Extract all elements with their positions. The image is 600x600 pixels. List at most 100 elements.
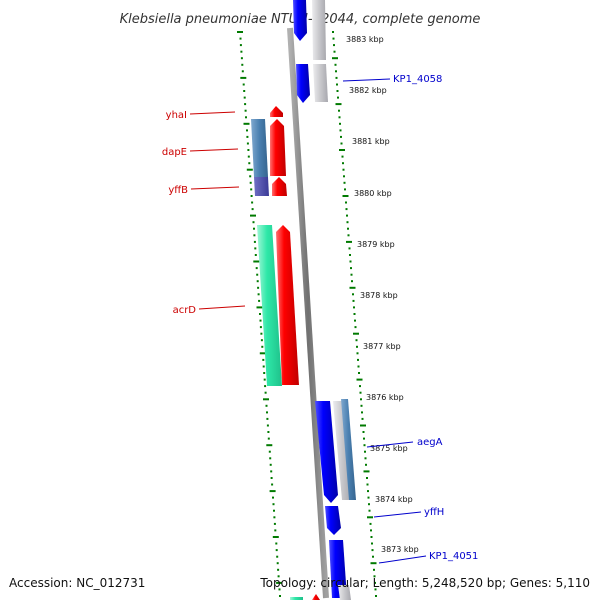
minor-tick: [263, 378, 266, 381]
minor-tick: [273, 522, 276, 525]
minor-tick: [249, 181, 252, 184]
kbp-label: 3880 kbp: [354, 189, 392, 198]
minor-tick: [267, 437, 270, 440]
minor-tick: [345, 208, 348, 211]
minor-tick: [252, 221, 255, 224]
gene-feature-yffB: [272, 177, 287, 196]
minor-tick: [244, 103, 247, 106]
minor-tick: [249, 175, 252, 178]
minor-tick: [266, 424, 269, 427]
major-tick: [237, 31, 243, 33]
minor-tick: [246, 129, 248, 132]
major-tick: [363, 470, 370, 473]
minor-tick: [267, 431, 270, 433]
minor-tick: [352, 299, 355, 302]
minor-tick: [244, 109, 247, 112]
minor-tick: [260, 339, 263, 342]
major-tick: [346, 240, 352, 243]
minor-tick: [370, 536, 373, 538]
kbp-label: 3881 kbp: [352, 137, 390, 146]
minor-tick: [363, 444, 366, 447]
major-tick: [335, 103, 342, 106]
minor-tick: [335, 76, 338, 79]
gene-label-yffH: yffH: [424, 507, 444, 518]
minor-tick: [241, 63, 244, 66]
minor-tick: [373, 568, 375, 571]
minor-tick: [375, 595, 377, 597]
major-tick: [246, 168, 253, 171]
minor-tick: [265, 404, 268, 407]
minor-tick: [356, 352, 359, 355]
major-tick: [240, 76, 247, 79]
minor-tick: [253, 240, 256, 243]
minor-tick: [366, 483, 369, 486]
kbp-label: 3879 kbp: [357, 240, 395, 249]
minor-tick: [275, 549, 278, 552]
minor-tick: [243, 90, 246, 92]
gene-feature-KP1_4051: [329, 540, 347, 598]
gene-feature-yhaI: [270, 106, 283, 117]
minor-tick: [362, 431, 365, 433]
minor-tick: [356, 345, 358, 348]
minor-tick: [335, 70, 337, 73]
gray-track-block-top: [312, 0, 326, 60]
minor-tick: [270, 477, 273, 479]
minor-tick: [360, 398, 362, 401]
minor-tick: [240, 57, 243, 60]
steelblue-track-block-aeg: [341, 399, 356, 500]
minor-tick: [242, 83, 245, 86]
minor-tick: [263, 372, 266, 374]
major-tick: [342, 195, 349, 197]
minor-tick: [367, 490, 369, 493]
minor-tick: [273, 509, 275, 512]
minor-tick: [372, 555, 374, 558]
major-tick: [276, 581, 283, 584]
kbp-label: 3878 kbp: [360, 291, 398, 300]
gene-label-yhaI: yhaI: [166, 110, 187, 121]
minor-tick: [343, 181, 346, 184]
minor-tick: [366, 477, 368, 479]
minor-tick: [374, 581, 376, 584]
minor-tick: [255, 267, 258, 270]
minor-tick: [339, 129, 342, 132]
cyan-track-stub: [290, 597, 303, 600]
minor-tick: [266, 417, 269, 420]
minor-tick: [350, 273, 353, 276]
minor-tick: [246, 135, 249, 138]
minor-tick: [277, 568, 280, 571]
minor-tick: [338, 116, 341, 119]
minor-tick: [271, 483, 274, 486]
gene-feature-aegA: [315, 401, 338, 503]
minor-tick: [346, 214, 348, 217]
gene-feature-acrD: [276, 225, 299, 385]
minor-tick: [278, 588, 281, 591]
major-tick: [367, 516, 373, 519]
minor-tick: [256, 273, 259, 276]
minor-tick: [357, 358, 359, 361]
major-tick: [360, 424, 366, 427]
major-tick: [339, 149, 345, 151]
minor-tick: [361, 417, 364, 420]
minor-tick: [257, 286, 260, 289]
minor-tick: [336, 83, 338, 86]
genome-backbone: [287, 27, 329, 599]
minor-tick: [254, 254, 257, 256]
kbp-label: 3876 kbp: [366, 393, 404, 402]
minor-tick: [258, 299, 261, 302]
major-tick: [272, 536, 279, 538]
cyan-track-block: [257, 225, 282, 386]
minor-tick: [262, 358, 265, 361]
forward-strand-features: [251, 106, 320, 600]
minor-tick: [352, 293, 354, 296]
minor-tick: [359, 391, 362, 394]
minor-tick: [346, 221, 349, 224]
major-tick: [253, 260, 260, 263]
kbp-label: 3873 kbp: [381, 545, 419, 554]
major-tick: [266, 444, 273, 447]
minor-tick: [336, 90, 339, 92]
minor-tick: [248, 162, 251, 165]
minor-tick: [371, 542, 373, 545]
minor-tick: [239, 44, 242, 47]
minor-tick: [264, 385, 267, 388]
minor-tick: [245, 116, 247, 119]
